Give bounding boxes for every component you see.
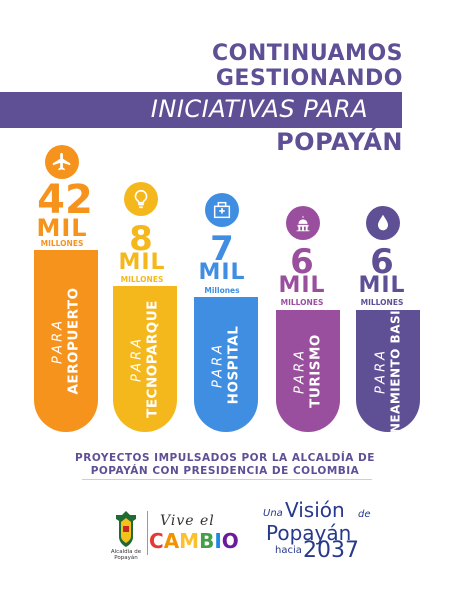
cambio-logo: CAMBIO (149, 529, 239, 553)
hospital-icon (205, 193, 239, 227)
amount-millones: MILLONES (360, 298, 404, 307)
popayan-text: Popayán (266, 521, 352, 545)
dome-icon (286, 206, 320, 240)
bar-label: TECNOPARQUE (144, 300, 161, 418)
footer-line-1: PROYECTOS IMPULSADOS POR LA ALCALDÍA DE (75, 452, 375, 464)
amount-mil: MIL (358, 273, 406, 298)
bar-turismo: PARA TURISMO (276, 310, 340, 432)
vive-el-text: Vive el (160, 513, 215, 529)
alcaldia-seal (110, 510, 142, 548)
bar-para: PARA (210, 341, 226, 388)
vision-text: Visión (285, 498, 345, 522)
hacia-text: hacia (275, 545, 302, 556)
bar-hospital: PARA HOSPITAL (194, 297, 258, 432)
bar-para: PARA (50, 318, 66, 365)
bar-label: HOSPITAL (225, 325, 242, 404)
title-line-4: POPAYÁN (276, 128, 403, 156)
divider (82, 479, 372, 480)
amount-number: 8 (129, 219, 153, 259)
title-band: INICIATIVAS PARA (0, 92, 402, 128)
amount-mil: MIL (198, 260, 246, 285)
amount-number: 7 (210, 229, 234, 269)
amount-mil: MIL (278, 273, 326, 298)
logo-separator (147, 511, 148, 555)
title-block: CONTINUAMOS GESTIONANDO INICIATIVAS PARA… (0, 0, 450, 160)
amount-number: 6 (290, 242, 314, 282)
amount-mil: MIL (118, 250, 166, 275)
amount-millones: MILLONES (280, 298, 324, 307)
airplane-icon (45, 145, 79, 179)
amount-number: 6 (370, 242, 394, 282)
alcaldia-label: Alcaldía de Popayán (110, 549, 142, 562)
de-text: de (358, 509, 371, 520)
amount-millones: Millones (204, 286, 240, 295)
title-line-1: CONTINUAMOS (211, 41, 403, 66)
lightbulb-icon (124, 182, 158, 216)
bar-saneamiento: PARA SANEAMIENTO BASICO (356, 310, 420, 432)
bar-aeropuerto: PARA AEROPUERTO (34, 250, 98, 432)
bar-label: AEROPUERTO (65, 287, 82, 395)
amount-millones: MILLONES (120, 275, 164, 284)
amount-mil: MIL (36, 214, 88, 242)
title-line-3: INICIATIVAS PARA (150, 95, 368, 123)
water-drop-icon (366, 206, 400, 240)
title-line-2: GESTIONANDO (215, 66, 403, 91)
bar-para: PARA (373, 348, 389, 395)
bar-label: TURISMO (307, 334, 324, 408)
bar-para: PARA (129, 336, 145, 383)
year-text: 2037 (303, 538, 359, 563)
bar-tecnoparque: PARA TECNOPARQUE (113, 286, 177, 432)
footer-line-2: POPAYÁN CON PRESIDENCIA DE COLOMBIA (90, 465, 360, 477)
bar-para: PARA (292, 347, 308, 395)
amount-millones: MILLONES (40, 239, 84, 248)
una-text: Una (263, 508, 283, 519)
bar-label: SANEAMIENTO BASICO (388, 310, 403, 432)
amount-number: 42 (37, 177, 93, 223)
